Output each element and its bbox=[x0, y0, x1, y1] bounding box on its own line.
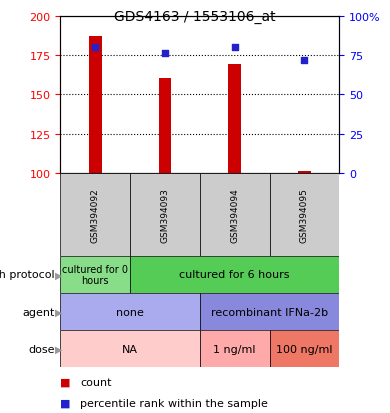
Text: ■: ■ bbox=[60, 398, 71, 408]
Bar bbox=[60, 256, 130, 293]
Point bbox=[92, 45, 98, 51]
Text: NA: NA bbox=[122, 344, 138, 354]
Point bbox=[232, 45, 238, 51]
Bar bbox=[269, 330, 339, 368]
Bar bbox=[60, 330, 200, 368]
Text: GSM394095: GSM394095 bbox=[300, 188, 309, 242]
Text: ▶: ▶ bbox=[55, 344, 62, 354]
Bar bbox=[200, 173, 269, 256]
Text: growth protocol: growth protocol bbox=[0, 270, 55, 280]
Text: GDS4163 / 1553106_at: GDS4163 / 1553106_at bbox=[114, 10, 276, 24]
Text: none: none bbox=[116, 307, 144, 317]
Point bbox=[162, 51, 168, 57]
Text: 1 ng/ml: 1 ng/ml bbox=[213, 344, 256, 354]
Text: cultured for 0
hours: cultured for 0 hours bbox=[62, 264, 128, 285]
Text: ▶: ▶ bbox=[55, 307, 62, 317]
Text: percentile rank within the sample: percentile rank within the sample bbox=[80, 398, 268, 408]
Point bbox=[301, 57, 308, 64]
Text: cultured for 6 hours: cultured for 6 hours bbox=[179, 270, 290, 280]
Text: GSM394092: GSM394092 bbox=[91, 188, 100, 242]
Bar bbox=[269, 173, 339, 256]
Bar bbox=[89, 37, 101, 173]
Text: count: count bbox=[80, 377, 112, 387]
Bar bbox=[298, 172, 311, 173]
Text: ■: ■ bbox=[60, 377, 71, 387]
Bar bbox=[130, 256, 339, 293]
Text: GSM394094: GSM394094 bbox=[230, 188, 239, 242]
Bar bbox=[200, 330, 269, 368]
Bar bbox=[130, 173, 200, 256]
Bar bbox=[60, 173, 130, 256]
Bar bbox=[60, 293, 200, 330]
Text: dose: dose bbox=[28, 344, 55, 354]
Bar bbox=[229, 65, 241, 173]
Text: recombinant IFNa-2b: recombinant IFNa-2b bbox=[211, 307, 328, 317]
Bar bbox=[200, 293, 339, 330]
Text: ▶: ▶ bbox=[55, 270, 62, 280]
Text: GSM394093: GSM394093 bbox=[161, 188, 170, 242]
Text: 100 ng/ml: 100 ng/ml bbox=[276, 344, 333, 354]
Text: agent: agent bbox=[22, 307, 55, 317]
Bar bbox=[159, 79, 171, 173]
